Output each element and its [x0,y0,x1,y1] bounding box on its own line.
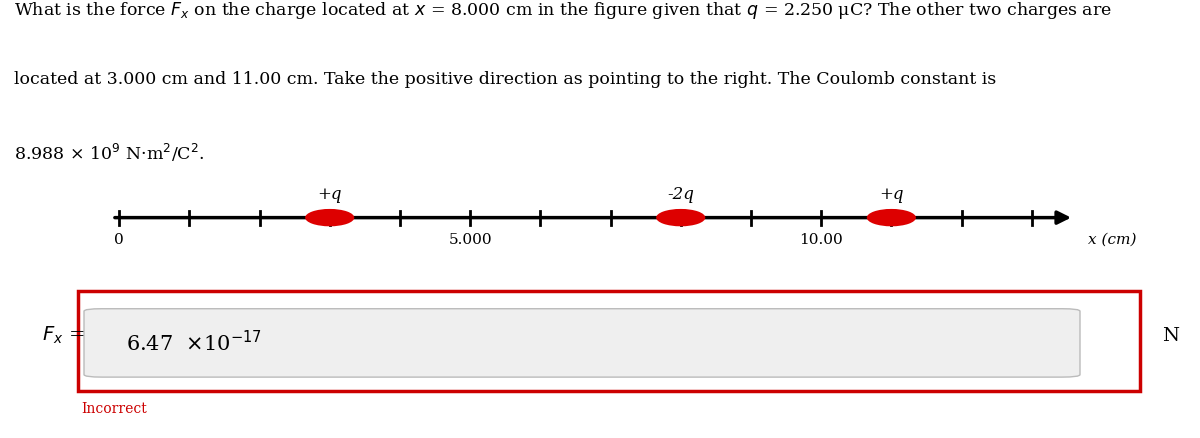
FancyBboxPatch shape [84,309,1080,377]
Text: located at 3.000 cm and 11.00 cm. Take the positive direction as pointing to the: located at 3.000 cm and 11.00 cm. Take t… [14,71,997,88]
Text: N: N [1162,326,1178,344]
Text: +q: +q [880,186,904,203]
Ellipse shape [305,209,354,227]
Text: $F_x$ =: $F_x$ = [42,324,84,346]
Text: 8.988 × 10$^9$ N·m$^2$/C$^2$.: 8.988 × 10$^9$ N·m$^2$/C$^2$. [14,142,205,164]
Ellipse shape [866,209,916,227]
Ellipse shape [656,209,706,227]
Text: 10.00: 10.00 [799,232,844,246]
Text: 5.000: 5.000 [449,232,492,246]
Text: 6.47  $\times$10$^{-17}$: 6.47 $\times$10$^{-17}$ [126,330,262,355]
Text: -2q: -2q [667,186,694,203]
FancyBboxPatch shape [78,292,1140,392]
Text: What is the force $F_x$ on the charge located at $x$ = 8.000 cm in the figure gi: What is the force $F_x$ on the charge lo… [14,0,1112,21]
Text: 0: 0 [114,232,124,246]
Text: Incorrect: Incorrect [82,401,148,415]
Text: x (cm): x (cm) [1088,232,1136,246]
Text: +q: +q [318,186,342,203]
